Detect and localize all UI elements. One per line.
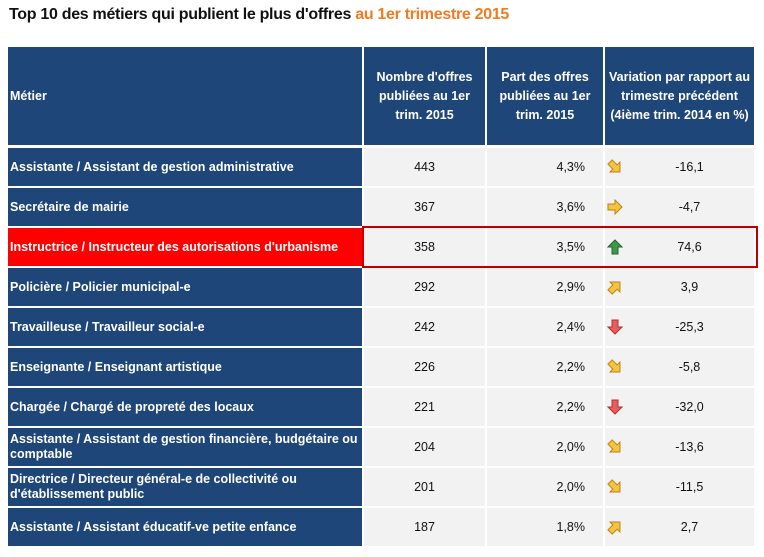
part-cell: 2,4%: [487, 308, 603, 346]
table-row: Enseignante / Enseignant artistique 226 …: [8, 348, 754, 386]
variation-value: -32,0: [675, 400, 704, 414]
variation-value: 2,7: [680, 520, 699, 534]
variation-cell: 2,7: [605, 508, 754, 546]
part-cell: 2,2%: [487, 388, 603, 426]
variation-value: -5,8: [678, 360, 701, 374]
nombre-cell: 292: [364, 268, 485, 306]
arrow-up-right-icon: [607, 281, 621, 295]
nombre-cell: 242: [364, 308, 485, 346]
arrow-down-right-icon: [607, 439, 621, 453]
nombre-cell: 221: [364, 388, 485, 426]
metier-cell: Travailleuse / Travailleur social-e: [8, 308, 362, 346]
nombre-cell: 204: [364, 428, 485, 466]
variation-cell: -32,0: [605, 388, 754, 426]
table-row: Secrétaire de mairie 367 3,6% -4,7: [8, 188, 754, 226]
metier-cell: Secrétaire de mairie: [8, 188, 362, 226]
table-row: Travailleuse / Travailleur social-e 242 …: [8, 308, 754, 346]
metier-cell: Enseignante / Enseignant artistique: [8, 348, 362, 386]
arrow-down-icon: [607, 399, 623, 415]
variation-value: -13,6: [675, 440, 704, 454]
arrow-up-icon: [607, 239, 623, 255]
nombre-cell: 187: [364, 508, 485, 546]
table-row: Assistante / Assistant de gestion admini…: [8, 148, 754, 186]
metier-cell: Policière / Policier municipal-e: [8, 268, 362, 306]
part-cell: 2,9%: [487, 268, 603, 306]
metier-cell: Assistante / Assistant de gestion admini…: [8, 148, 362, 186]
header-variation: Variation par rapport au trimestre précé…: [605, 47, 754, 145]
metier-cell: Directrice / Directeur général-e de coll…: [8, 468, 362, 506]
title-highlight: au 1er trimestre 2015: [355, 6, 510, 23]
variation-cell: -11,5: [605, 468, 754, 506]
arrow-up-right-icon: [607, 521, 621, 535]
variation-value: -16,1: [675, 160, 704, 174]
variation-value: 74,6: [677, 240, 702, 254]
table-row: Instructrice / Instructeur des autorisat…: [8, 226, 758, 268]
variation-value: 3,9: [680, 280, 699, 294]
table-header: Métier Nombre d'offres publiées au 1er t…: [8, 47, 754, 145]
table-row: Chargée / Chargé de propreté des locaux …: [8, 388, 754, 426]
table-row: Assistante / Assistant éducatif-ve petit…: [8, 508, 754, 546]
arrow-down-right-icon: [607, 359, 621, 373]
nombre-cell: 367: [364, 188, 485, 226]
nombre-cell: 201: [364, 468, 485, 506]
table-row: Policière / Policier municipal-e 292 2,9…: [8, 268, 754, 306]
part-cell: 1,8%: [487, 508, 603, 546]
arrow-right-icon: [607, 199, 623, 215]
header-nombre: Nombre d'offres publiées au 1er trim. 20…: [364, 47, 485, 145]
variation-cell: -16,1: [605, 148, 754, 186]
variation-cell: -5,8: [605, 348, 754, 386]
variation-value: -11,5: [675, 480, 704, 494]
part-cell: 4,3%: [487, 148, 603, 186]
page-title: Top 10 des métiers qui publient le plus …: [9, 6, 509, 24]
arrow-down-right-icon: [607, 479, 621, 493]
variation-cell: -4,7: [605, 188, 754, 226]
table-row: Directrice / Directeur général-e de coll…: [8, 468, 754, 506]
part-cell: 3,6%: [487, 188, 603, 226]
variation-cell: 3,9: [605, 268, 754, 306]
variation-cell: 74,6: [605, 228, 754, 266]
part-cell: 2,0%: [487, 428, 603, 466]
part-cell: 2,0%: [487, 468, 603, 506]
part-cell: 3,5%: [487, 228, 603, 266]
nombre-cell: 226: [364, 348, 485, 386]
top10-table: Métier Nombre d'offres publiées au 1er t…: [8, 47, 758, 548]
metier-cell: Chargée / Chargé de propreté des locaux: [8, 388, 362, 426]
table-row: Assistante / Assistant de gestion financ…: [8, 428, 754, 466]
title-main: Top 10 des métiers qui publient le plus …: [9, 6, 352, 23]
part-cell: 2,2%: [487, 348, 603, 386]
variation-cell: -25,3: [605, 308, 754, 346]
nombre-cell: 443: [364, 148, 485, 186]
nombre-cell: 358: [364, 228, 485, 266]
variation-cell: -13,6: [605, 428, 754, 466]
header-part: Part des offres publiées au 1er trim. 20…: [487, 47, 603, 145]
metier-cell: Assistante / Assistant de gestion financ…: [8, 428, 362, 466]
arrow-down-icon: [607, 319, 623, 335]
variation-value: -4,7: [678, 200, 701, 214]
variation-value: -25,3: [675, 320, 704, 334]
header-metier: Métier: [8, 47, 362, 145]
metier-cell: Instructrice / Instructeur des autorisat…: [8, 228, 362, 266]
arrow-down-right-icon: [607, 159, 621, 173]
metier-cell: Assistante / Assistant éducatif-ve petit…: [8, 508, 362, 546]
